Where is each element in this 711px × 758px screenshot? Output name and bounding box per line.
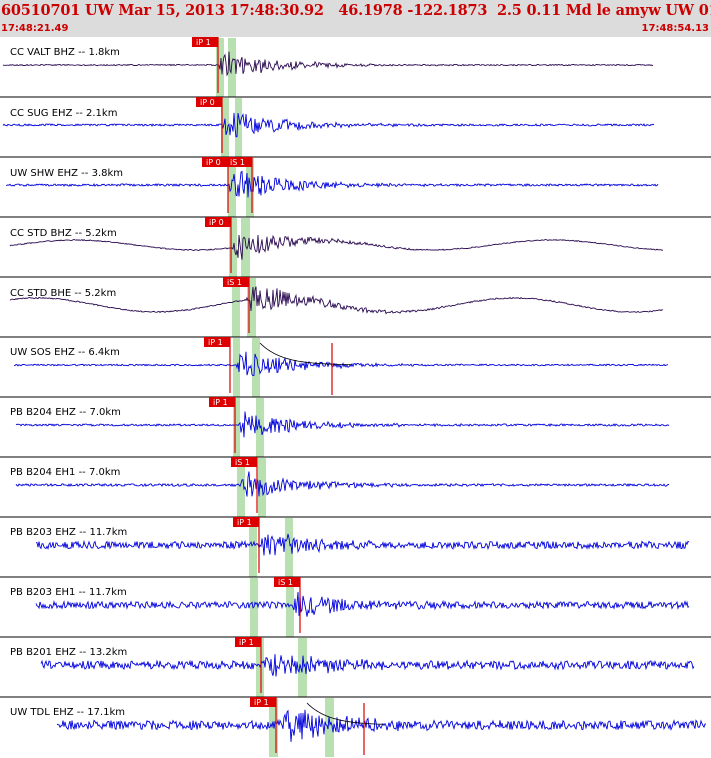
pick-label: iS 1 (278, 578, 293, 587)
coda-curve (259, 342, 353, 366)
phase-pick[interactable]: iP 0 (205, 217, 232, 273)
pick-flag (231, 457, 257, 467)
waveform (13, 351, 669, 377)
pick-window (233, 398, 240, 457)
pick-label: iP 1 (196, 38, 211, 47)
pick-flag (226, 157, 252, 167)
trace-row[interactable]: iP 0 CC SUG EHZ -- 2.1km (0, 96, 711, 157)
trace-row[interactable]: iS 1 PB B203 EH1 -- 11.7km (0, 576, 711, 637)
pick-window (241, 218, 250, 277)
pick-flag (233, 517, 259, 527)
start-time-label: 17:48:21.49 (1, 23, 69, 34)
pick-flag (235, 637, 261, 647)
waveform (2, 112, 655, 138)
pick-window (286, 578, 294, 637)
seismogram-panel: iP 1 CC VALT BHZ -- 1.8km iP 0 CC SUG EHZ -… (0, 37, 711, 757)
pick-window (228, 158, 236, 217)
pick-flag (223, 277, 249, 287)
header-bar: 60510701 UW Mar 15, 2013 17:48:30.92 46.… (0, 0, 711, 37)
phase-pick[interactable]: iP 1 (204, 337, 231, 393)
pick-window (235, 98, 242, 157)
waveform (5, 170, 659, 198)
pick-window (237, 458, 245, 517)
phase-pick[interactable]: iP 1 (209, 397, 236, 453)
end-time-label: 17:48:54.13 (641, 23, 709, 34)
phase-pick[interactable]: iP 1 (233, 517, 260, 573)
pick-label: iS 1 (227, 278, 242, 287)
waveform (15, 411, 670, 438)
station-label: CC STD BHE -- 5.2km (10, 288, 116, 299)
station-label: UW SOS EHZ -- 6.4km (10, 347, 120, 358)
station-label: CC SUG EHZ -- 2.1km (10, 108, 117, 119)
station-label: PB B201 EHZ -- 13.2km (10, 647, 127, 658)
trace-row[interactable]: iP 1 PB B204 EHZ -- 7.0km (0, 396, 711, 457)
event-title: 60510701 UW Mar 15, 2013 17:48:30.92 46.… (1, 2, 711, 19)
station-label: PB B204 EHZ -- 7.0km (10, 407, 121, 418)
pick-label: iS 1 (230, 158, 245, 167)
pick-label: iP 0 (206, 158, 221, 167)
pick-label: iP 0 (209, 218, 224, 227)
pick-window (221, 98, 229, 157)
phase-pick[interactable]: iP 1 (235, 637, 262, 693)
waveform (9, 234, 664, 260)
phase-pick[interactable]: iS 1 (223, 277, 250, 333)
phase-pick[interactable]: iP 0 (196, 97, 223, 153)
pick-label: iP 1 (213, 398, 228, 407)
pick-flag (204, 337, 230, 347)
waveform (15, 471, 669, 497)
waveform (56, 709, 707, 742)
pick-label: iP 1 (237, 518, 252, 527)
pick-window (249, 518, 257, 577)
pick-flag (274, 577, 300, 587)
trace-row[interactable]: iS 1 CC STD BHE -- 5.2km (0, 276, 711, 337)
trace-row[interactable]: iP 0 CC STD BHZ -- 5.2km (0, 216, 711, 277)
pick-window (250, 578, 258, 637)
station-label: UW SHW EHZ -- 3.8km (10, 168, 123, 179)
trace-row[interactable]: iP 1 PB B203 EHZ -- 11.7km (0, 516, 711, 577)
phase-pick[interactable]: iP 1 (192, 37, 219, 93)
trace-row[interactable]: iP 1 CC VALT BHZ -- 1.8km (2, 37, 654, 97)
phase-pick[interactable]: iS 1 (274, 577, 301, 633)
phase-pick[interactable]: iS 1 (226, 157, 253, 213)
trace-row[interactable]: iP 1 PB B201 EHZ -- 13.2km (0, 636, 711, 697)
waveform (35, 591, 690, 617)
pick-flag (192, 37, 218, 47)
trace-row[interactable]: iP 1 UW TDL EHZ -- 17.1km (0, 696, 711, 757)
pick-window (228, 38, 236, 97)
station-label: PB B204 EH1 -- 7.0km (10, 467, 120, 478)
waveform (36, 533, 690, 556)
trace-row[interactable]: iP 1 UW SOS EHZ -- 6.4km (0, 336, 711, 397)
pick-flag (205, 217, 231, 227)
pick-label: iP 1 (254, 698, 269, 707)
station-label: CC STD BHZ -- 5.2km (10, 228, 117, 239)
pick-flag (196, 97, 222, 107)
station-label: PB B203 EHZ -- 11.7km (10, 527, 127, 538)
pick-label: iP 1 (239, 638, 254, 647)
pick-label: iP 1 (208, 338, 223, 347)
trace-row[interactable]: iS 1 PB B204 EH1 -- 7.0km (0, 456, 711, 517)
pick-label: iP 0 (200, 98, 215, 107)
coda-curve (306, 702, 384, 725)
station-label: CC VALT BHZ -- 1.8km (10, 47, 120, 58)
trace-row[interactable]: iP 0 iS 1 UW SHW EHZ -- 3.8km (0, 156, 711, 217)
pick-flag (202, 157, 228, 167)
pick-window (285, 518, 293, 577)
pick-label: iS 1 (235, 458, 250, 467)
pick-flag (250, 697, 276, 707)
phase-pick[interactable]: iP 1 (250, 697, 277, 753)
waveform (2, 51, 654, 77)
pick-flag (209, 397, 235, 407)
phase-pick[interactable]: iS 1 (231, 457, 258, 513)
waveform (40, 654, 695, 677)
pick-window (232, 278, 240, 337)
waveform (9, 286, 664, 315)
station-label: UW TDL EHZ -- 17.1km (10, 707, 125, 718)
station-label: PB B203 EH1 -- 11.7km (10, 587, 127, 598)
pick-window (246, 158, 254, 217)
pick-window (252, 338, 260, 397)
pick-window (325, 698, 334, 757)
